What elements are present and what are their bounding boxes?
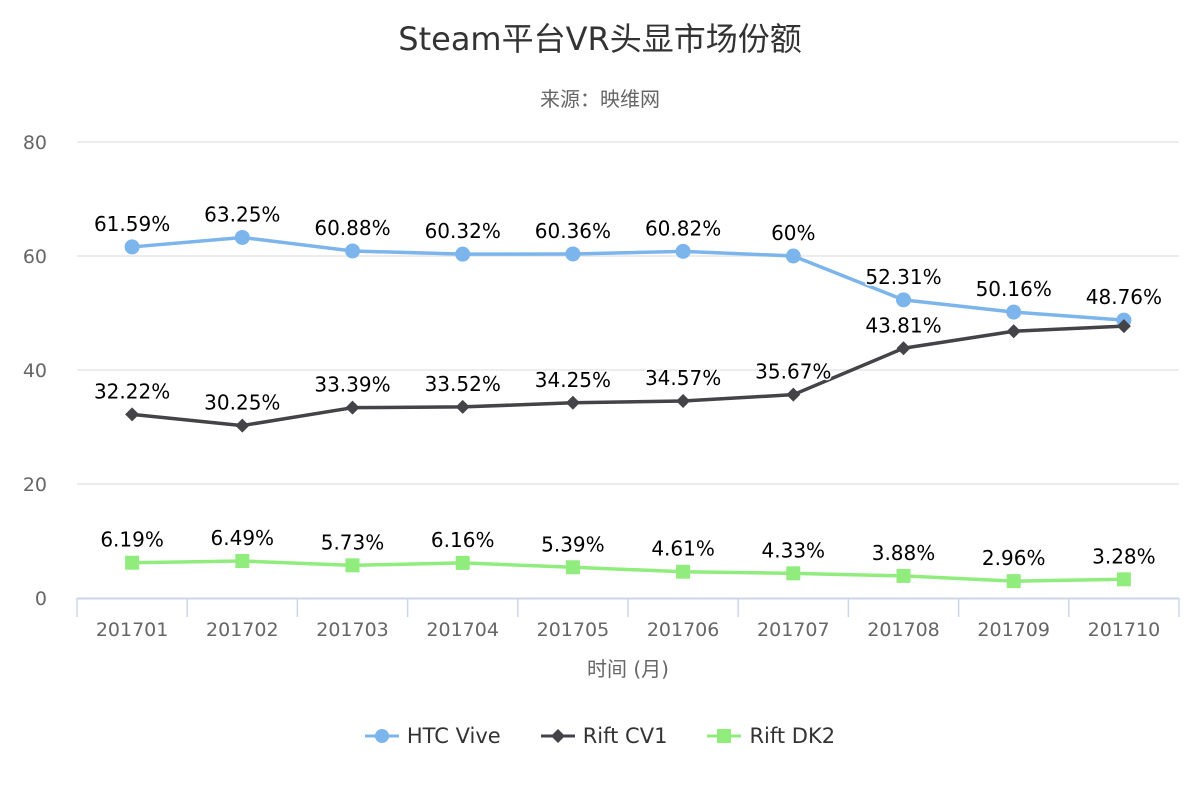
data-point-htc-vive xyxy=(124,239,140,255)
data-label-rift-cv1: 33.52% xyxy=(425,372,501,396)
data-point-rift-dk2 xyxy=(896,568,911,583)
data-point-htc-vive xyxy=(785,248,801,264)
legend: HTC Vive Rift CV1 Rift DK2 xyxy=(0,724,1200,748)
chart-title: Steam平台VR头显市场份额 xyxy=(398,20,802,58)
data-point-htc-vive xyxy=(675,243,691,259)
y-tick-label: 80 xyxy=(23,132,47,154)
data-point-rift-dk2 xyxy=(125,555,140,570)
x-tick-label: 201710 xyxy=(1088,619,1161,641)
data-point-rift-cv1 xyxy=(896,341,911,356)
legend-label: Rift DK2 xyxy=(749,724,836,748)
y-axis: 0 20 40 60 80 xyxy=(23,132,47,610)
data-point-rift-cv1 xyxy=(125,407,140,422)
x-tick-label: 201703 xyxy=(316,619,389,641)
y-tick-label: 20 xyxy=(23,474,47,496)
x-axis: 201701 201702 201703 201704 201705 201706 2017… xyxy=(76,597,1180,641)
series-group xyxy=(124,229,1132,589)
grid-lines xyxy=(77,141,1179,485)
x-tick-label: 201706 xyxy=(647,619,720,641)
data-point-rift-cv1 xyxy=(235,418,250,433)
data-label-htc-vive: 61.59% xyxy=(94,212,170,236)
legend-label: HTC Vive xyxy=(406,724,501,748)
data-label-htc-vive: 48.76% xyxy=(1086,285,1162,309)
data-label-rift-dk2: 6.49% xyxy=(211,526,275,550)
series-line-rift-cv1 xyxy=(131,324,1124,428)
series-line-htc-vive xyxy=(131,235,1125,322)
circle-marker-icon xyxy=(364,729,399,743)
data-label-rift-cv1: 33.39% xyxy=(314,373,390,397)
x-tick-label: 201701 xyxy=(96,619,169,641)
data-point-rift-dk2 xyxy=(1006,574,1021,589)
data-point-rift-cv1 xyxy=(786,387,801,402)
data-label-rift-dk2: 5.73% xyxy=(321,530,385,554)
data-label-rift-cv1: 35.67% xyxy=(755,360,831,384)
data-label-rift-cv1: 30.25% xyxy=(204,391,280,415)
data-point-htc-vive xyxy=(345,243,360,259)
y-tick-label: 60 xyxy=(23,246,47,268)
data-label-rift-cv1: 43.81% xyxy=(865,313,941,337)
data-point-rift-cv1 xyxy=(1116,319,1131,334)
series-line-rift-dk2 xyxy=(132,559,1124,583)
data-labels: 61.59% 63.25% 60.88% 60.32% 60.36% 60.82% 60% 5… xyxy=(92,201,1163,572)
data-label-htc-vive: 60.88% xyxy=(314,216,390,240)
data-label-htc-vive: 50.16% xyxy=(976,277,1052,301)
data-point-rift-dk2 xyxy=(786,566,801,581)
data-label-rift-dk2: 2.96% xyxy=(982,546,1046,570)
data-point-htc-vive xyxy=(565,246,581,262)
data-point-htc-vive xyxy=(455,246,471,262)
data-point-htc-vive xyxy=(234,229,250,245)
data-label-htc-vive: 63.25% xyxy=(204,202,280,226)
legend-item-htc-vive[interactable]: HTC Vive xyxy=(364,724,501,748)
x-tick-label: 201704 xyxy=(426,619,499,641)
data-label-htc-vive: 60.82% xyxy=(645,216,721,240)
x-axis-title: 时间 (月) xyxy=(587,657,669,681)
x-tick-label: 201709 xyxy=(977,619,1050,641)
data-point-rift-cv1 xyxy=(676,393,691,408)
data-label-rift-dk2: 3.88% xyxy=(872,541,936,565)
data-point-rift-dk2 xyxy=(565,560,580,575)
square-marker-icon xyxy=(707,729,742,743)
data-point-htc-vive xyxy=(1006,304,1022,320)
data-label-rift-dk2: 6.19% xyxy=(100,528,164,552)
legend-item-rift-dk2[interactable]: Rift DK2 xyxy=(707,724,835,748)
data-point-rift-dk2 xyxy=(345,558,360,573)
data-label-htc-vive: 52.31% xyxy=(865,265,941,289)
data-point-rift-dk2 xyxy=(455,555,470,570)
data-point-rift-cv1 xyxy=(345,400,360,415)
data-point-rift-dk2 xyxy=(235,554,250,569)
data-label-htc-vive: 60% xyxy=(771,221,815,245)
x-tick-label: 201702 xyxy=(206,619,279,641)
data-label-rift-dk2: 6.16% xyxy=(431,528,495,552)
y-tick-label: 40 xyxy=(23,360,47,382)
x-tick-label: 201705 xyxy=(537,619,610,641)
data-point-rift-cv1 xyxy=(1006,324,1021,339)
data-point-rift-cv1 xyxy=(455,399,470,414)
x-tick-label: 201708 xyxy=(867,619,940,641)
line-chart: 0 20 40 60 80 201701 201702 201703 201704 201705… xyxy=(23,132,1180,681)
data-label-rift-cv1: 32.22% xyxy=(94,379,170,403)
chart-subtitle: 来源：映维网 xyxy=(540,87,660,111)
diamond-marker-icon xyxy=(540,729,575,743)
data-label-rift-cv1: 34.57% xyxy=(645,366,721,390)
data-label-htc-vive: 60.32% xyxy=(425,219,501,243)
legend-item-rift-cv1[interactable]: Rift CV1 xyxy=(540,724,668,748)
data-label-rift-dk2: 4.33% xyxy=(762,538,826,562)
data-label-rift-dk2: 5.39% xyxy=(541,532,605,556)
data-label-rift-dk2: 4.61% xyxy=(651,537,715,561)
data-point-rift-dk2 xyxy=(1116,572,1131,587)
data-point-htc-vive xyxy=(896,292,911,308)
data-point-rift-dk2 xyxy=(676,564,691,579)
data-label-rift-dk2: 3.28% xyxy=(1092,544,1156,568)
data-label-htc-vive: 60.36% xyxy=(535,219,611,243)
data-label-rift-cv1: 34.25% xyxy=(535,368,611,392)
x-tick-label: 201707 xyxy=(757,619,830,641)
y-tick-label: 0 xyxy=(35,588,47,610)
data-point-rift-cv1 xyxy=(565,395,580,410)
legend-label: Rift CV1 xyxy=(582,724,668,748)
